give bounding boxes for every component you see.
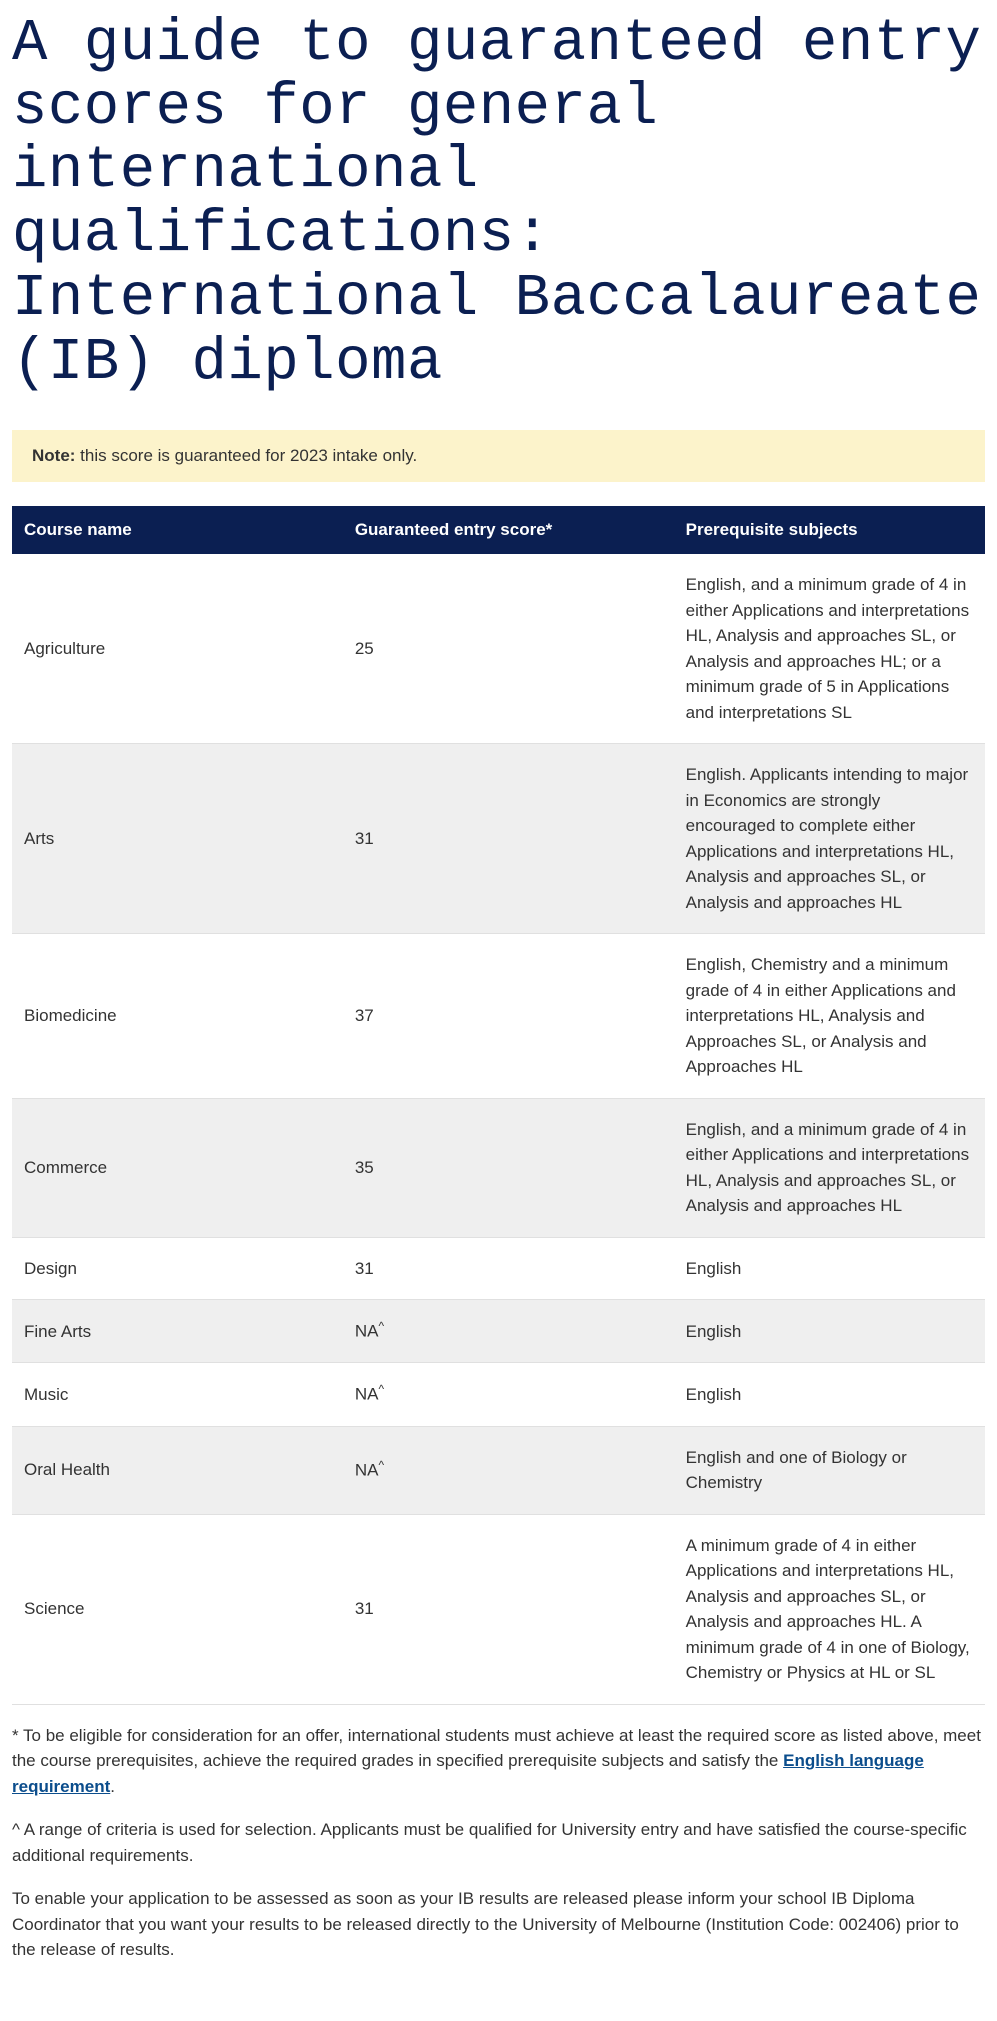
cell-prereq: English, and a minimum grade of 4 in eit… <box>674 1098 985 1237</box>
cell-course: Commerce <box>12 1098 343 1237</box>
table-row: Design31English <box>12 1237 985 1300</box>
cell-course: Biomedicine <box>12 934 343 1099</box>
table-row: MusicNA^English <box>12 1363 985 1426</box>
note-box: Note: this score is guaranteed for 2023 … <box>12 430 985 482</box>
footnote-star: * To be eligible for consideration for a… <box>12 1723 985 1800</box>
footnote-star-suffix: . <box>110 1777 115 1796</box>
table-row: Fine ArtsNA^English <box>12 1300 985 1363</box>
cell-course: Oral Health <box>12 1426 343 1514</box>
cell-course: Agriculture <box>12 554 343 744</box>
cell-score: 31 <box>343 1237 674 1300</box>
table-row: Oral HealthNA^English and one of Biology… <box>12 1426 985 1514</box>
cell-prereq: English and one of Biology or Chemistry <box>674 1426 985 1514</box>
table-row: Arts31English. Applicants intending to m… <box>12 744 985 934</box>
cell-score: 31 <box>343 1514 674 1704</box>
cell-prereq: English <box>674 1300 985 1363</box>
cell-score: NA^ <box>343 1426 674 1514</box>
cell-score: 37 <box>343 934 674 1099</box>
scores-table: Course name Guaranteed entry score* Prer… <box>12 506 985 1704</box>
note-text: this score is guaranteed for 2023 intake… <box>75 446 417 465</box>
cell-score: 35 <box>343 1098 674 1237</box>
cell-course: Design <box>12 1237 343 1300</box>
cell-course: Arts <box>12 744 343 934</box>
cell-prereq: English, and a minimum grade of 4 in eit… <box>674 554 985 744</box>
col-header-prereq: Prerequisite subjects <box>674 506 985 554</box>
col-header-course: Course name <box>12 506 343 554</box>
footnotes: * To be eligible for consideration for a… <box>12 1723 985 1963</box>
cell-score: NA^ <box>343 1363 674 1426</box>
cell-prereq: English, Chemistry and a minimum grade o… <box>674 934 985 1099</box>
cell-score: 25 <box>343 554 674 744</box>
cell-score: NA^ <box>343 1300 674 1363</box>
cell-prereq: A minimum grade of 4 in either Applicati… <box>674 1514 985 1704</box>
table-row: Agriculture25English, and a minimum grad… <box>12 554 985 744</box>
cell-prereq: English. Applicants intending to major i… <box>674 744 985 934</box>
cell-prereq: English <box>674 1363 985 1426</box>
page-title: A guide to guaranteed entry scores for g… <box>12 12 985 394</box>
note-label: Note: <box>32 446 75 465</box>
cell-course: Fine Arts <box>12 1300 343 1363</box>
cell-course: Music <box>12 1363 343 1426</box>
cell-score: 31 <box>343 744 674 934</box>
table-row: Science31A minimum grade of 4 in either … <box>12 1514 985 1704</box>
col-header-score: Guaranteed entry score* <box>343 506 674 554</box>
cell-course: Science <box>12 1514 343 1704</box>
footnote-caret: ^ A range of criteria is used for select… <box>12 1817 985 1868</box>
cell-prereq: English <box>674 1237 985 1300</box>
table-row: Commerce35English, and a minimum grade o… <box>12 1098 985 1237</box>
table-row: Biomedicine37English, Chemistry and a mi… <box>12 934 985 1099</box>
footnote-paragraph: To enable your application to be assesse… <box>12 1886 985 1963</box>
